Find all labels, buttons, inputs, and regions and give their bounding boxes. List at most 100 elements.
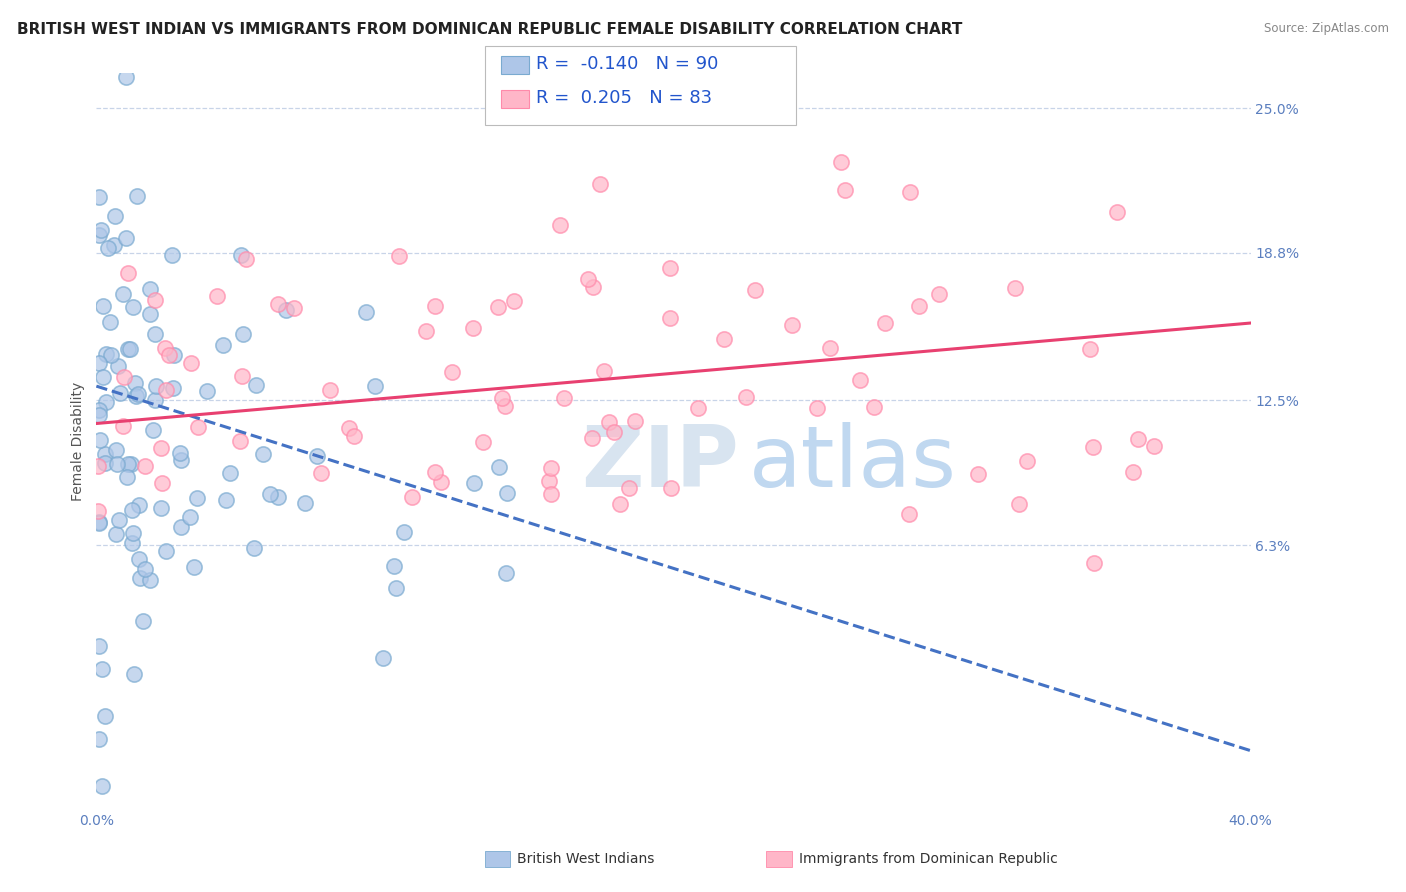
Point xyxy=(127,189,149,203)
Point xyxy=(441,365,464,379)
Point xyxy=(343,429,366,443)
Point xyxy=(117,343,139,357)
Point xyxy=(139,574,162,588)
Point xyxy=(598,415,620,429)
Point xyxy=(128,498,150,512)
Point xyxy=(122,300,145,314)
Point xyxy=(231,248,253,262)
Point xyxy=(89,731,111,746)
Point xyxy=(112,287,135,301)
Point xyxy=(97,241,120,255)
Point xyxy=(385,581,408,595)
Point xyxy=(170,453,193,467)
Point xyxy=(582,280,605,294)
Point xyxy=(744,283,766,297)
Point xyxy=(91,370,114,384)
Point xyxy=(232,327,254,342)
Text: British West Indians: British West Indians xyxy=(517,852,655,866)
Point xyxy=(162,248,184,262)
Point xyxy=(908,299,931,313)
Point xyxy=(89,408,111,422)
Point xyxy=(603,425,626,440)
Point xyxy=(259,487,281,501)
Point xyxy=(87,459,110,474)
Point xyxy=(686,401,709,416)
Point xyxy=(104,209,127,223)
Point xyxy=(243,541,266,556)
Point xyxy=(848,373,870,387)
Point xyxy=(231,369,253,384)
Point xyxy=(659,481,682,495)
Point xyxy=(100,348,122,362)
Point xyxy=(155,543,177,558)
Point xyxy=(98,315,121,329)
Point xyxy=(157,348,180,362)
Point xyxy=(486,300,509,314)
Point xyxy=(898,507,921,521)
Point xyxy=(863,401,886,415)
Point xyxy=(463,475,485,490)
Point xyxy=(364,378,387,392)
Point xyxy=(163,348,186,362)
Point xyxy=(1015,454,1038,468)
Point xyxy=(491,391,513,405)
Point xyxy=(131,614,153,628)
Point xyxy=(235,252,257,266)
Text: R =  -0.140   N = 90: R = -0.140 N = 90 xyxy=(536,55,718,73)
Point xyxy=(89,434,111,448)
Point xyxy=(207,289,229,303)
Point xyxy=(713,332,735,346)
Point xyxy=(429,475,451,489)
Point xyxy=(1133,50,1156,64)
Point xyxy=(103,238,125,252)
Point xyxy=(121,526,143,541)
Point xyxy=(735,391,758,405)
Point xyxy=(169,445,191,459)
Point xyxy=(143,393,166,408)
Point xyxy=(494,399,516,413)
Point xyxy=(283,301,305,315)
Point xyxy=(155,342,177,356)
Point xyxy=(267,297,290,311)
Point xyxy=(337,421,360,435)
Point xyxy=(576,272,599,286)
Point xyxy=(319,383,342,397)
Point xyxy=(89,516,111,531)
Point xyxy=(179,509,201,524)
Point xyxy=(488,460,510,475)
Point xyxy=(830,155,852,169)
Point xyxy=(215,493,238,508)
Point xyxy=(89,227,111,242)
Point xyxy=(928,286,950,301)
Point xyxy=(461,321,484,335)
Point xyxy=(117,266,139,280)
Point xyxy=(195,384,218,398)
Point xyxy=(138,283,160,297)
Point xyxy=(898,186,921,200)
Point xyxy=(495,566,517,580)
Point xyxy=(149,500,172,515)
Point xyxy=(108,386,131,401)
Point xyxy=(658,260,681,275)
Point xyxy=(309,466,332,480)
Point xyxy=(105,457,128,471)
Point xyxy=(1083,440,1105,454)
Point xyxy=(93,299,115,313)
Point xyxy=(581,431,603,445)
Point xyxy=(229,434,252,448)
Point xyxy=(1078,342,1101,356)
Point xyxy=(89,403,111,417)
Point xyxy=(91,662,114,676)
Point xyxy=(875,316,897,330)
Point xyxy=(107,359,129,373)
Point xyxy=(548,218,571,232)
Point xyxy=(423,465,446,479)
Point xyxy=(423,299,446,313)
Point xyxy=(112,370,135,384)
Point xyxy=(186,491,208,505)
Point xyxy=(1008,497,1031,511)
Point xyxy=(212,337,235,351)
Point xyxy=(94,395,117,409)
Point xyxy=(117,470,139,484)
Point xyxy=(87,503,110,517)
